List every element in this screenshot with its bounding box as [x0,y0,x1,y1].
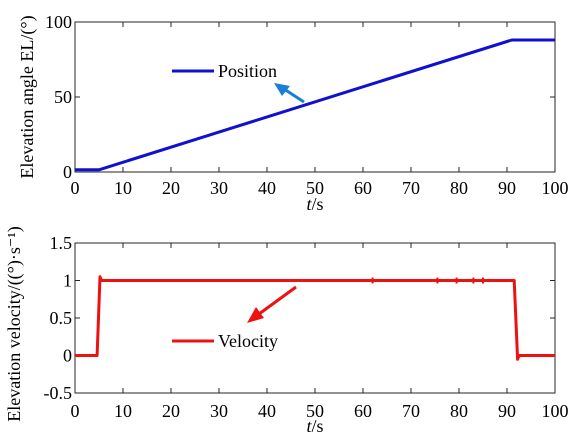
x-axis-label: t/s [306,416,323,436]
position-chart: 0 10 20 30 40 50 60 70 80 90 100 0 50 100 Position E… [17,12,569,214]
x-tick-label: 70 [402,401,420,421]
tick-marks [74,21,556,173]
series-line-position [75,38,555,172]
x-tick-labels: 0 10 20 30 40 50 60 70 80 90 100 [71,178,569,198]
x-tick-label: 40 [258,401,276,421]
y-tick-label: 1.5 [50,233,73,253]
x-tick-label: 30 [210,401,228,421]
y-tick-labels: 0 50 100 [45,12,72,182]
x-tick-label: 90 [498,401,516,421]
x-tick-label: 100 [542,178,569,198]
plot-frame [74,21,556,173]
y-tick-label: -0.5 [44,383,73,403]
series-lines [75,38,555,172]
x-tick-label: 50 [306,401,324,421]
velocity-chart: 0 10 20 30 40 50 60 70 80 90 100 -0.500.511.5 Velo… [4,226,569,436]
tick-marks [74,242,556,394]
x-tick-label: 90 [498,178,516,198]
x-tick-label: 20 [162,178,180,198]
x-tick-label: 50 [306,178,324,198]
x-tick-label: 80 [450,401,468,421]
x-tick-label: 40 [258,178,276,198]
x-tick-label: 70 [402,178,420,198]
y-tick-label: 100 [45,12,72,32]
arrow-icon [247,285,297,323]
x-tick-label: 60 [354,178,372,198]
y-axis-label: Elevation velocity/((°)·s⁻¹) [4,226,25,422]
x-tick-labels: 0 10 20 30 40 50 60 70 80 90 100 [71,401,569,421]
x-tick-label: 10 [114,401,132,421]
x-axis-label: t/s [306,194,323,214]
plot-frame [74,242,556,394]
x-tick-label: 10 [114,178,132,198]
x-tick-label: 20 [162,401,180,421]
x-tick-label: 0 [71,178,80,198]
y-tick-label: 1 [63,271,72,291]
y-axis-label: Elevation angle EL/(°) [17,15,38,178]
legend-label-velocity: Velocity [218,331,278,351]
legend-label-position: Position [218,61,277,81]
series-line-velocity [75,275,555,361]
y-tick-label: 0 [63,346,72,366]
x-tick-label: 100 [542,401,569,421]
x-tick-label: 30 [210,178,228,198]
y-tick-label: 0 [63,162,72,182]
y-tick-labels: -0.5 0 0.5 1 1.5 [44,233,73,403]
series-lines [75,275,555,361]
y-tick-label: 0.5 [50,308,73,328]
arrow-icon [274,83,305,104]
x-tick-label: 80 [450,178,468,198]
y-tick-label: 50 [54,87,72,107]
x-tick-label: 60 [354,401,372,421]
x-tick-label: 0 [71,401,80,421]
